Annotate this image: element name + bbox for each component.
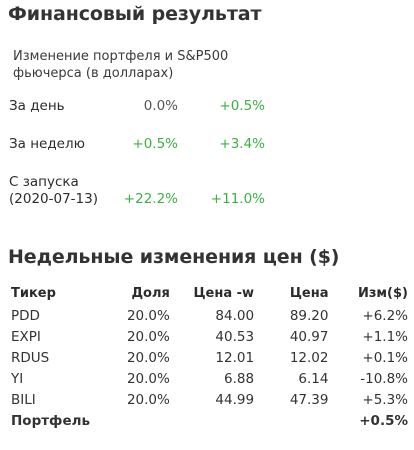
- table-row: PDD 20.0% 84.00 89.20 +6.2%: [8, 305, 408, 326]
- change-cell: -10.8%: [360, 370, 408, 387]
- ticker-cell: RDUS: [11, 349, 50, 366]
- header-price: Цена: [289, 286, 329, 301]
- share-cell: 20.0%: [126, 328, 170, 345]
- share-cell: 20.0%: [126, 370, 170, 387]
- sp500-change-since-launch: +11.0%: [210, 191, 265, 207]
- table-row: YI 20.0% 6.88 6.14 -10.8%: [8, 368, 408, 389]
- ticker-cell: PDD: [11, 307, 40, 324]
- sp500-change-week: +3.4%: [219, 136, 265, 152]
- table-row: RDUS 20.0% 12.01 12.02 +0.1%: [8, 347, 408, 368]
- price-w-cell: 6.88: [224, 370, 255, 387]
- header-ticker: Тикер: [11, 286, 56, 301]
- period-label-since-launch: С запуска (2020-07-13): [9, 174, 98, 208]
- period-label-week: За неделю: [9, 136, 85, 152]
- price-w-cell: 40.53: [215, 328, 255, 345]
- header-change: Изм($): [358, 286, 408, 301]
- table-row: BILI 20.0% 44.99 47.39 +5.3%: [8, 389, 408, 410]
- since-launch-date: (2020-07-13): [9, 191, 98, 207]
- share-cell: 20.0%: [126, 307, 170, 324]
- financial-subtitle: Изменение портфеля и S&P500 фьючерса (в …: [13, 49, 229, 81]
- price-cell: 40.97: [289, 328, 329, 345]
- portfolio-total-row: Портфель +0.5%: [8, 410, 408, 431]
- change-cell: +6.2%: [362, 307, 408, 324]
- ticker-cell: BILI: [11, 391, 36, 408]
- portfolio-change-week: +0.5%: [132, 136, 178, 152]
- portfolio-total-change: +0.5%: [359, 412, 408, 429]
- price-cell: 47.39: [289, 391, 329, 408]
- since-launch-label: С запуска: [9, 174, 79, 190]
- weekly-changes-title: Недельные изменения цен ($): [8, 246, 340, 268]
- change-cell: +0.1%: [362, 349, 408, 366]
- share-cell: 20.0%: [126, 349, 170, 366]
- price-w-cell: 84.00: [215, 307, 255, 324]
- sp500-change-day: +0.5%: [219, 98, 265, 114]
- price-w-cell: 12.01: [215, 349, 255, 366]
- header-share: Доля: [131, 286, 170, 301]
- price-cell: 6.14: [298, 370, 329, 387]
- portfolio-total-label: Портфель: [11, 412, 91, 429]
- price-w-cell: 44.99: [215, 391, 255, 408]
- table-header-row: Тикер Доля Цена -w Цена Изм($): [8, 282, 408, 305]
- portfolio-change-since-launch: +22.2%: [123, 191, 178, 207]
- period-label-day: За день: [9, 98, 65, 114]
- weekly-prices-table: Тикер Доля Цена -w Цена Изм($) PDD 20.0%…: [8, 282, 408, 431]
- header-price-w: Цена -w: [193, 286, 255, 301]
- ticker-cell: EXPI: [11, 328, 41, 345]
- table-row: EXPI 20.0% 40.53 40.97 +1.1%: [8, 326, 408, 347]
- price-cell: 89.20: [289, 307, 329, 324]
- financial-result-title: Финансовый результат: [8, 3, 262, 25]
- portfolio-change-day: 0.0%: [143, 98, 178, 114]
- price-cell: 12.02: [289, 349, 329, 366]
- change-cell: +5.3%: [362, 391, 408, 408]
- ticker-cell: YI: [11, 370, 24, 387]
- change-cell: +1.1%: [362, 328, 408, 345]
- share-cell: 20.0%: [126, 391, 170, 408]
